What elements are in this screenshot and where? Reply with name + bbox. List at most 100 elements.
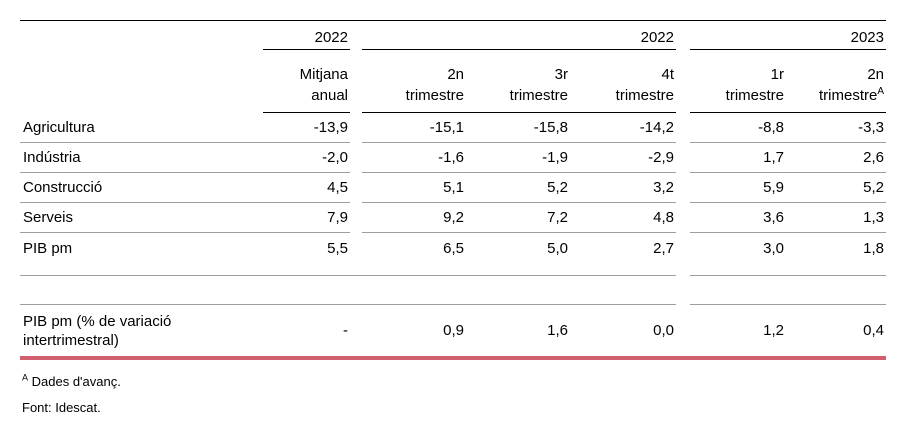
spacer bbox=[350, 203, 362, 233]
table-bottom-accent-rule bbox=[20, 356, 886, 360]
footnote-text: Dades d'avanç. bbox=[31, 374, 121, 389]
header-line: trimestre bbox=[615, 87, 674, 104]
col-header-mitjana-anual: Mitjana anual bbox=[263, 50, 350, 113]
spacer bbox=[690, 276, 886, 305]
spacer bbox=[676, 173, 690, 203]
header-line: trimestre bbox=[405, 87, 464, 104]
spacer bbox=[20, 276, 676, 305]
value-cell: -1,9 bbox=[466, 143, 570, 173]
spacer bbox=[676, 203, 690, 233]
col-header-2n-trimestre-2023: 2n trimestreA bbox=[786, 50, 886, 113]
spacer bbox=[350, 113, 362, 143]
spacer bbox=[676, 305, 690, 356]
value-cell: 1,3 bbox=[786, 203, 886, 233]
footnote-marker: A bbox=[22, 372, 29, 383]
year-group-row: 2022 2022 2023 bbox=[20, 20, 886, 50]
value-cell: -3,3 bbox=[786, 113, 886, 143]
spacer bbox=[350, 173, 362, 203]
value-cell: 5,1 bbox=[362, 173, 466, 203]
value-cell: -14,2 bbox=[570, 113, 676, 143]
row-label-line: PIB pm (% de variació bbox=[23, 312, 172, 330]
header-line: 1r bbox=[770, 66, 784, 83]
row-label-line: intertrimestral) bbox=[23, 331, 119, 349]
value-cell: 1,6 bbox=[547, 322, 568, 339]
spacer bbox=[350, 233, 362, 276]
value-cell: 4,8 bbox=[570, 203, 676, 233]
row-label: PIB pm (% de variació intertrimestral) bbox=[20, 305, 263, 356]
spacer bbox=[350, 21, 362, 50]
value-cell: 6,5 bbox=[362, 233, 466, 276]
value-cell: 4,5 bbox=[263, 173, 350, 203]
value-cell: 2,7 bbox=[570, 233, 676, 276]
value-cell: -2,0 bbox=[263, 143, 350, 173]
value-cell: -15,1 bbox=[362, 113, 466, 143]
header-line: 2n bbox=[447, 66, 464, 83]
value-cell: -2,9 bbox=[570, 143, 676, 173]
value-cell: 0,9 bbox=[443, 322, 464, 339]
value-cell: -15,8 bbox=[466, 113, 570, 143]
value-cell: 0,0 bbox=[653, 322, 674, 339]
col-header-3r-trimestre-2022: 3r trimestre bbox=[466, 50, 570, 113]
table-row: Agricultura -13,9 -15,1 -15,8 -14,2 -8,8… bbox=[20, 113, 886, 143]
row-label: Serveis bbox=[20, 203, 263, 233]
value-cell: -13,9 bbox=[263, 113, 350, 143]
spacer bbox=[350, 143, 362, 173]
value-cell: 5,0 bbox=[466, 233, 570, 276]
spacer bbox=[350, 50, 362, 113]
col-header-1r-trimestre-2023: 1r trimestre bbox=[690, 50, 786, 113]
statistics-table: 2022 2022 2023 Mitjana anual 2n trimestr… bbox=[20, 20, 886, 415]
value-cell: 2,6 bbox=[786, 143, 886, 173]
value-cell: -1,6 bbox=[362, 143, 466, 173]
spacer bbox=[676, 276, 690, 305]
header-line: Mitjana bbox=[299, 66, 348, 83]
value-cell: 5,9 bbox=[690, 173, 786, 203]
value-cell: 1,8 bbox=[786, 233, 886, 276]
table-row: PIB pm 5,5 6,5 5,0 2,7 3,0 1,8 bbox=[20, 233, 886, 276]
spacer bbox=[676, 143, 690, 173]
table-row-variacio: PIB pm (% de variació intertrimestral) -… bbox=[20, 305, 886, 356]
year-group-2023-quarters: 2023 bbox=[690, 21, 886, 50]
header-line: trimestreA bbox=[819, 85, 884, 106]
spacer bbox=[20, 50, 263, 113]
value-cell: -8,8 bbox=[690, 113, 786, 143]
value-cell: 1,2 bbox=[763, 322, 784, 339]
table-row: Indústria -2,0 -1,6 -1,9 -2,9 1,7 2,6 bbox=[20, 143, 886, 173]
col-header-2n-trimestre-2022: 2n trimestre bbox=[362, 50, 466, 113]
value-cell: 7,9 bbox=[263, 203, 350, 233]
header-line: 2n bbox=[867, 66, 884, 83]
spacer bbox=[350, 305, 362, 356]
header-line: trimestre bbox=[725, 87, 784, 104]
value-cell: 5,5 bbox=[263, 233, 350, 276]
header-line: 4t bbox=[661, 66, 674, 83]
value-cell: 9,2 bbox=[362, 203, 466, 233]
value-cell: 3,6 bbox=[690, 203, 786, 233]
value-cell: - bbox=[343, 322, 348, 339]
header-line: anual bbox=[311, 87, 348, 104]
spacer bbox=[676, 233, 690, 276]
value-cell: 7,2 bbox=[466, 203, 570, 233]
header-line: 3r bbox=[554, 66, 568, 83]
spacer bbox=[676, 50, 690, 113]
value-cell: 5,2 bbox=[466, 173, 570, 203]
col-header-4t-trimestre-2022: 4t trimestre bbox=[570, 50, 676, 113]
separator-row bbox=[20, 276, 886, 305]
value-cell: 0,4 bbox=[863, 322, 884, 339]
footnote-marker: A bbox=[877, 86, 884, 97]
table-row: Construcció 4,5 5,1 5,2 3,2 5,9 5,2 bbox=[20, 173, 886, 203]
header-line: trimestre bbox=[509, 87, 568, 104]
row-label: Construcció bbox=[20, 173, 263, 203]
row-label: PIB pm bbox=[20, 233, 263, 276]
spacer bbox=[20, 21, 263, 50]
value-cell: 1,7 bbox=[690, 143, 786, 173]
value-cell: 5,2 bbox=[786, 173, 886, 203]
column-header-row: Mitjana anual 2n trimestre 3r trimestre … bbox=[20, 50, 886, 113]
header-text: trimestre bbox=[818, 87, 878, 104]
row-label: Agricultura bbox=[20, 113, 263, 143]
source-note: Font: Idescat. bbox=[22, 400, 101, 415]
footnote-dades-avanc: A Dades d'avanç. bbox=[22, 372, 886, 389]
value-cell: 3,2 bbox=[570, 173, 676, 203]
year-group-2022-quarters: 2022 bbox=[362, 21, 676, 50]
row-label: Indústria bbox=[20, 143, 263, 173]
value-cell: 3,0 bbox=[690, 233, 786, 276]
spacer bbox=[676, 21, 690, 50]
